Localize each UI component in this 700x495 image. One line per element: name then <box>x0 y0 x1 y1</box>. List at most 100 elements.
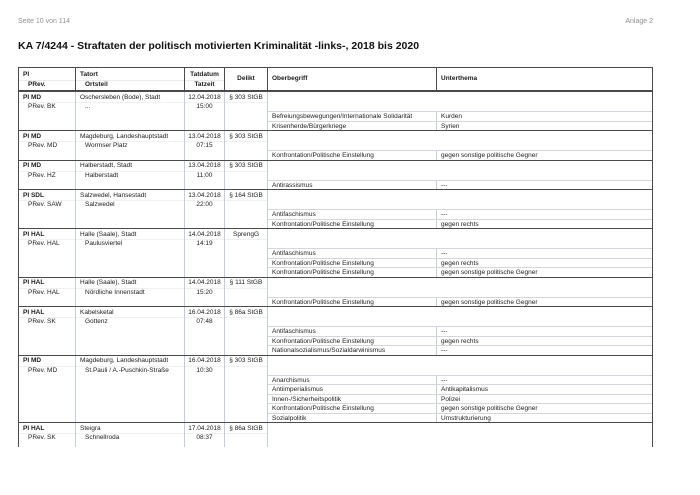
tatdatum-value: 14.04.2018 <box>185 278 224 288</box>
topics-cell: Konfrontation/Politische Einstellung geg… <box>268 131 652 160</box>
unterthema-value: --- <box>441 181 448 189</box>
topic-row: Konfrontation/Politische Einstellung geg… <box>268 296 652 306</box>
topic-row: Konfrontation/Politische Einstellung geg… <box>268 267 652 277</box>
topic-row: Sozialpolitik Umstrukturierung <box>268 412 652 422</box>
table-row: PI HAL PRev. HAL Halle (Saale), Stadt Pa… <box>19 229 652 278</box>
oberbegriff-value: Konfrontation/Politische Einstellung <box>268 297 437 306</box>
cell-tatort: Oschersleben (Bode), Stadt ... <box>76 92 185 130</box>
oberbegriff-value: Konfrontation/Politische Einstellung <box>268 268 437 277</box>
ortsteil-value: ... <box>85 103 91 110</box>
topics-spacer <box>268 229 652 248</box>
tatzeit-value: 11:00 <box>196 171 213 179</box>
unterthema-value: --- <box>441 347 448 354</box>
tatdatum-value: 12.04.2018 <box>185 93 224 103</box>
pi-value: PI MD <box>19 356 75 366</box>
ortsteil-value: Halberstadt <box>85 171 119 179</box>
topic-row: Antiimperialismus Antikapitalismus <box>268 384 652 394</box>
header-unterthema: Unterthema <box>437 68 652 90</box>
header-tatzeit-line2: Tatzeit <box>194 80 215 88</box>
oberbegriff-value: Konfrontation/Politische Einstellung <box>268 336 437 345</box>
tatort-value: Magdeburg, Landeshauptstadt <box>76 356 184 366</box>
topic-row: Konfrontation/Politische Einstellung geg… <box>268 150 652 160</box>
tatzeit-value: 14:19 <box>196 240 213 247</box>
topics-spacer <box>268 356 652 375</box>
header-oberbegriff: Oberbegriff <box>268 68 437 90</box>
delikt-value: § 303 StGB <box>225 356 267 366</box>
tatort-value: Halberstadt, Stadt <box>76 161 184 171</box>
ortsteil-value: Salzwedel <box>85 201 115 208</box>
tatdatum-value: 16.04.2018 <box>185 308 224 318</box>
topic-row: Nationalsozialismus/Sozialdarwinismus --… <box>268 345 652 355</box>
annex-label: Anlage 2 <box>625 18 653 25</box>
oberbegriff-value: Konfrontation/Politische Einstellung <box>268 151 437 160</box>
unterthema-value: Antikapitalismus <box>441 386 488 393</box>
topics-cell: Antifaschismus --- Konfrontation/Politis… <box>268 229 652 277</box>
delikt-value: § 303 StGB <box>225 132 267 142</box>
unterthema-value: Syrien <box>441 122 460 130</box>
table-row: PI MD PRev. MD Magdeburg, Landeshauptsta… <box>19 131 652 161</box>
table-row: PI HAL PRev. HAL Halle (Saale), Stadt Nö… <box>19 277 652 307</box>
prev-value: PRev. SAW <box>28 201 62 208</box>
table-row: PI HAL PRev. SK Kabelsketal Gottenz 16.0… <box>19 307 652 356</box>
topics-spacer <box>268 278 652 297</box>
table-body: PI MD PRev. BK Oschersleben (Bode), Stad… <box>19 92 652 447</box>
cell-tatort: Magdeburg, Landeshauptstadt St.Pauli / A… <box>76 355 185 422</box>
tatort-value: Oschersleben (Bode), Stadt <box>76 93 184 103</box>
page-number: Seite 10 von 114 <box>18 18 71 25</box>
topics-cell: Anarchismus --- Antiimperialismus Antika… <box>268 356 652 422</box>
header-delikt-label: Delikt <box>237 75 255 83</box>
cell-pi: PI MD PRev. HZ <box>19 160 76 189</box>
ortsteil-value: Gottenz <box>85 318 108 325</box>
tatzeit-value: 22:00 <box>196 201 213 208</box>
unterthema-value: gegen sonstige politische Gegner <box>441 405 538 412</box>
cell-pi: PI MD PRev. BK <box>19 92 76 130</box>
oberbegriff-value: Konfrontation/Politische Einstellung <box>268 219 437 228</box>
topic-row: Konfrontation/Politische Einstellung geg… <box>268 257 652 267</box>
cell-pi: PI HAL PRev. HAL <box>19 277 76 306</box>
unterthema-value: gegen rechts <box>441 337 479 345</box>
cell-delikt: § 111 StGB <box>225 277 268 306</box>
pi-value: PI HAL <box>19 230 75 240</box>
cell-pi: PI MD PRev. MD <box>19 131 76 160</box>
ortsteil-value: Wormser Platz <box>85 142 128 149</box>
pi-value: PI MD <box>19 132 75 142</box>
header-delikt: Delikt <box>225 68 268 90</box>
tatdatum-value: 13.04.2018 <box>185 191 224 201</box>
cell-pi: PI SDL PRev. SAW <box>19 190 76 228</box>
cell-tatdatum: 13.04.2018 22:00 <box>185 190 225 228</box>
header-tatort-line1: Tatort <box>76 70 184 80</box>
pi-value: PI MD <box>19 93 75 103</box>
header-pi-line1: PI <box>19 70 75 80</box>
cell-tatdatum: 14.04.2018 14:19 <box>185 229 225 277</box>
topic-row: Antifaschismus --- <box>268 209 652 219</box>
delikt-value: § 86a StGB <box>225 424 267 434</box>
pi-value: PI MD <box>19 161 75 171</box>
delikt-value: § 303 StGB <box>225 161 267 171</box>
delikt-value: § 86a StGB <box>225 308 267 318</box>
cell-pi: PI HAL PRev. SK <box>19 423 76 447</box>
tatzeit-value: 15:20 <box>196 288 213 296</box>
cell-delikt: § 86a StGB <box>225 307 268 355</box>
oberbegriff-value: Antiimperialismus <box>268 385 437 394</box>
topics-spacer <box>268 190 652 209</box>
oberbegriff-value: Befreiungsbewegungen/Internationale Soli… <box>268 112 437 121</box>
tatdatum-value: 13.04.2018 <box>185 132 224 142</box>
topic-row: Befreiungsbewegungen/Internationale Soli… <box>268 111 652 121</box>
cell-tatdatum: 16.04.2018 07:48 <box>185 307 225 355</box>
table-row: PI SDL PRev. SAW Salzwedel, Hansestadt S… <box>19 190 652 229</box>
topics-cell: Antifaschismus --- Konfrontation/Politis… <box>268 190 652 228</box>
table-row: PI HAL PRev. SK Steigra Schnellroda 17.0… <box>19 423 652 447</box>
oberbegriff-value: Antifaschismus <box>268 210 437 219</box>
pi-value: PI SDL <box>19 191 75 201</box>
pi-value: PI HAL <box>19 308 75 318</box>
cell-delikt: § 303 StGB <box>225 160 268 189</box>
crime-table: PI PRev. Tatort Ortsteil Tatdatum Tatzei… <box>18 67 653 447</box>
cell-tatort: Steigra Schnellroda <box>76 423 185 447</box>
tatdatum-value: 14.04.2018 <box>185 230 224 240</box>
unterthema-value: gegen sonstige politische Gegner <box>441 298 538 306</box>
oberbegriff-value: Antifaschismus <box>268 249 437 258</box>
oberbegriff-value: Antifaschismus <box>268 327 437 336</box>
oberbegriff-value: Innen-/Sicherheitspolitik <box>268 394 437 403</box>
table-header-row: PI PRev. Tatort Ortsteil Tatdatum Tatzei… <box>19 68 652 92</box>
